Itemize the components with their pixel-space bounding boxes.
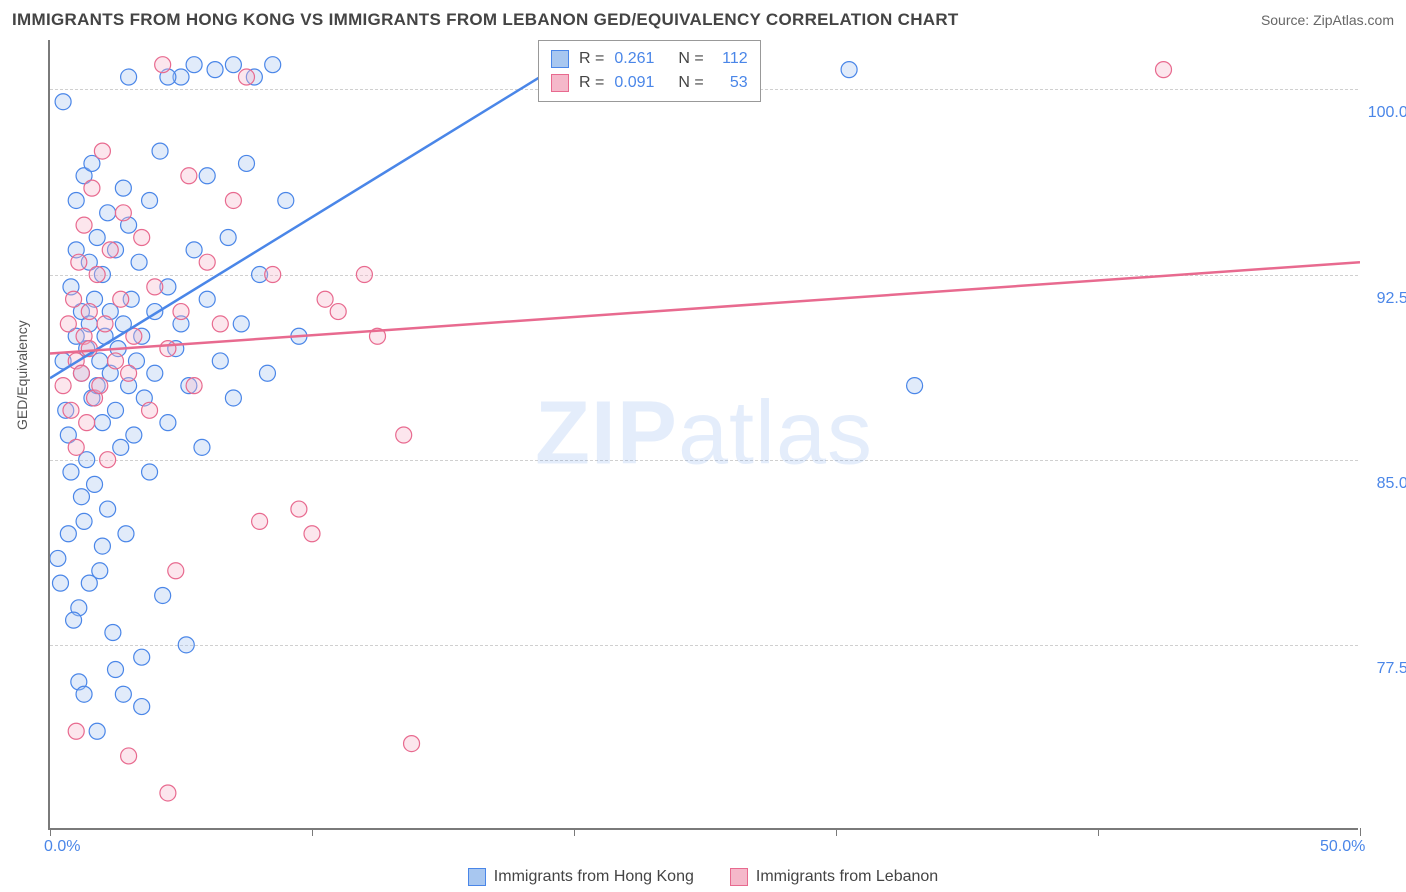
trend-lines <box>50 40 1360 830</box>
legend-swatch <box>730 868 748 886</box>
series-legend-label: Immigrants from Hong Kong <box>494 868 694 886</box>
n-value: 112 <box>714 47 748 71</box>
y-tick-label: 77.5% <box>1377 660 1406 678</box>
r-value: 0.261 <box>614 47 668 71</box>
source-label: Source: ZipAtlas.com <box>1261 12 1394 28</box>
plot-area: ZIPatlas 77.5%85.0%92.5%100.0%0.0%50.0% <box>48 40 1358 830</box>
n-value: 53 <box>714 71 748 95</box>
x-tick-label: 50.0% <box>1320 838 1365 856</box>
r-value: 0.091 <box>614 71 668 95</box>
y-tick-label: 100.0% <box>1368 104 1406 122</box>
series-legend-label: Immigrants from Lebanon <box>756 868 938 886</box>
trend-line <box>50 262 1360 353</box>
correlation-legend-row: R = 0.261 N = 112 <box>551 47 748 71</box>
y-tick-label: 85.0% <box>1377 475 1406 493</box>
trend-line <box>50 40 600 378</box>
series-legend-item: Immigrants from Lebanon <box>730 868 938 886</box>
series-legend-item: Immigrants from Hong Kong <box>468 868 694 886</box>
legend-swatch <box>551 50 569 68</box>
correlation-legend-row: R = 0.091 N = 53 <box>551 71 748 95</box>
n-label: N = <box>678 47 703 71</box>
y-tick-label: 92.5% <box>1377 290 1406 308</box>
r-label: R = <box>579 71 604 95</box>
n-label: N = <box>678 71 703 95</box>
y-axis-label: GED/Equivalency <box>14 320 30 430</box>
r-label: R = <box>579 47 604 71</box>
x-tick <box>1360 828 1361 836</box>
legend-swatch <box>468 868 486 886</box>
chart-title: IMMIGRANTS FROM HONG KONG VS IMMIGRANTS … <box>12 10 959 30</box>
x-tick-label: 0.0% <box>44 838 80 856</box>
series-legend: Immigrants from Hong Kong Immigrants from… <box>0 868 1406 886</box>
correlation-legend: R = 0.261 N = 112 R = 0.091 N = 53 <box>538 40 761 102</box>
legend-swatch <box>551 74 569 92</box>
